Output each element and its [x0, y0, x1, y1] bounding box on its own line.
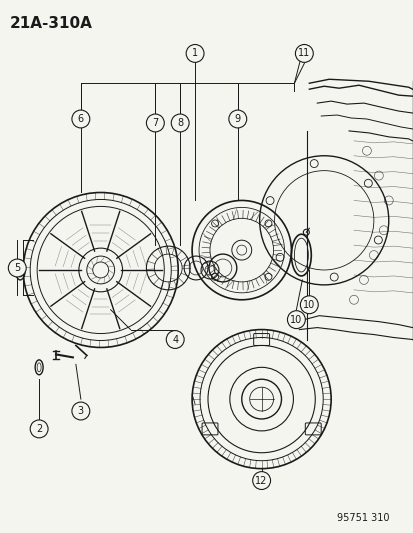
Text: 11: 11: [297, 49, 310, 59]
Circle shape: [228, 110, 246, 128]
Circle shape: [186, 44, 204, 62]
Text: 10: 10: [290, 314, 302, 325]
Text: 12: 12: [255, 475, 267, 486]
Circle shape: [295, 44, 313, 62]
Circle shape: [287, 311, 305, 328]
Circle shape: [8, 259, 26, 277]
Text: 10: 10: [302, 300, 315, 310]
Circle shape: [30, 420, 48, 438]
Circle shape: [72, 110, 90, 128]
Text: 8: 8: [177, 118, 183, 128]
Circle shape: [72, 402, 90, 420]
Text: 1: 1: [192, 49, 198, 59]
Circle shape: [252, 472, 270, 489]
Circle shape: [146, 114, 164, 132]
Text: 4: 4: [172, 335, 178, 344]
Text: 9: 9: [234, 114, 240, 124]
Text: 6: 6: [78, 114, 84, 124]
Text: 7: 7: [152, 118, 158, 128]
Text: 95751 310: 95751 310: [336, 513, 389, 523]
Circle shape: [166, 330, 184, 349]
Text: 21A-310A: 21A-310A: [9, 16, 92, 31]
Text: 3: 3: [78, 406, 84, 416]
Text: 2: 2: [36, 424, 42, 434]
Circle shape: [300, 296, 318, 314]
Text: 5: 5: [14, 263, 20, 273]
Circle shape: [171, 114, 189, 132]
